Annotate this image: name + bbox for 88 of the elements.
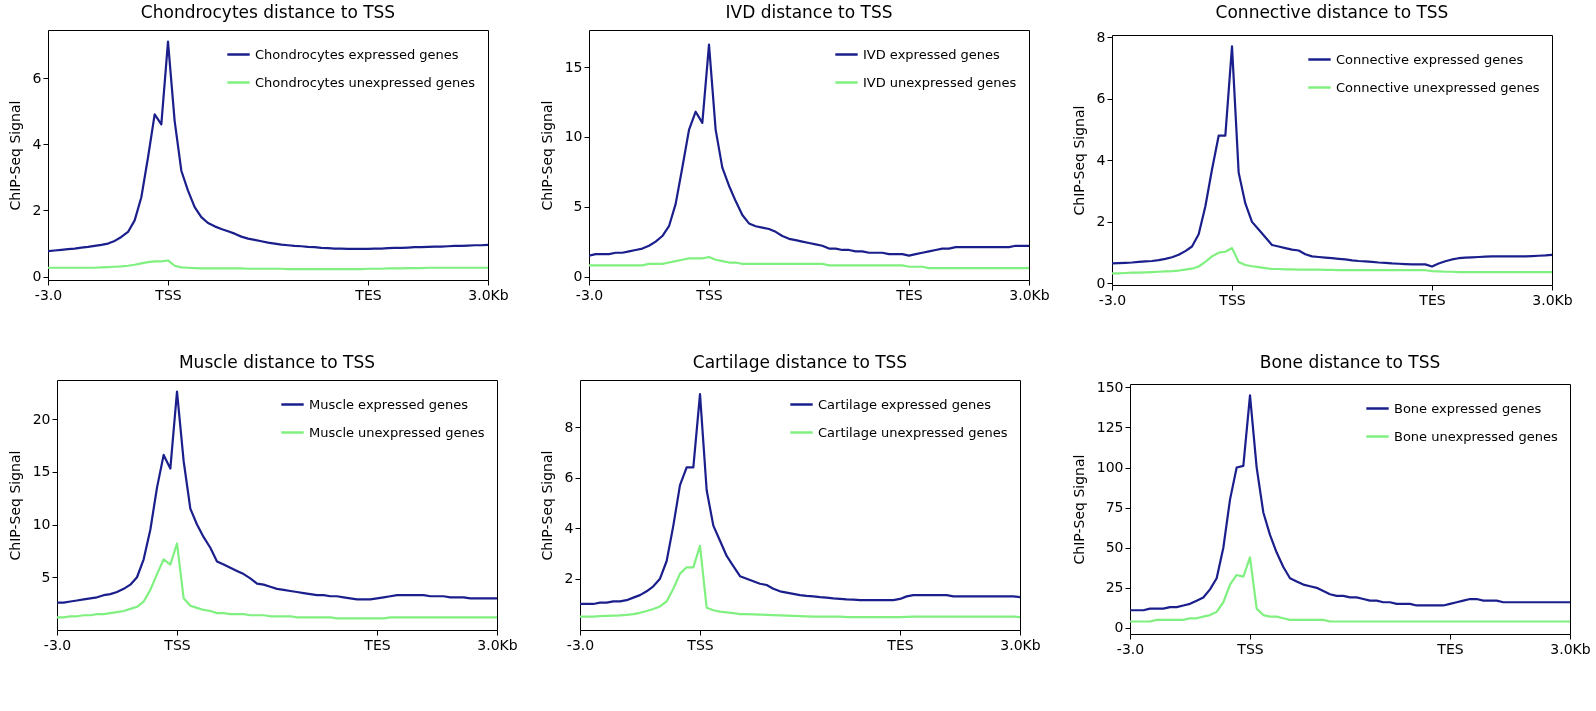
line-series [1112, 246, 1552, 275]
legend-label: Connective expressed genes [1336, 51, 1524, 67]
y-axis-title: ChIP-Seq Signal [1070, 454, 1087, 565]
y-tick-label: 0 [573, 268, 583, 285]
x-tick-label: TES [363, 636, 391, 653]
line-series [57, 542, 497, 620]
y-axis-title: ChIP-Seq Signal [538, 100, 555, 211]
y-tick-label: 6 [564, 469, 574, 486]
x-tick-label: -3.0 [34, 286, 63, 303]
chart-title: Cartilage distance to TSS [692, 352, 908, 372]
x-tick-label: -3.0 [1116, 640, 1145, 657]
legend-label: Chondrocytes unexpressed genes [255, 74, 476, 90]
x-tick-label: TSS [695, 286, 723, 303]
chart-title: Bone distance to TSS [1259, 352, 1441, 373]
x-tick-label: TES [1418, 291, 1446, 308]
line-series [57, 390, 497, 604]
line-series [589, 43, 1029, 257]
line-series [1112, 45, 1552, 268]
x-tick-label: -3.0 [43, 636, 72, 653]
legend-label: Bone expressed genes [1394, 400, 1542, 416]
y-tick-label: 4 [564, 519, 574, 536]
legend-label: Muscle expressed genes [309, 396, 469, 412]
y-tick-label: 15 [32, 463, 51, 480]
y-tick-label: 0 [32, 268, 42, 285]
x-tick-label: 3.0Kb [1009, 286, 1050, 303]
chart-title: IVD distance to TSS [725, 2, 893, 22]
x-tick-label: TSS [1236, 640, 1264, 657]
x-tick-label: TSS [686, 636, 714, 653]
y-tick-label: 50 [1105, 539, 1124, 556]
y-axis-title: ChIP-Seq Signal [6, 450, 23, 561]
y-tick-label: 8 [564, 418, 574, 435]
chart-title: Muscle distance to TSS [178, 352, 376, 372]
legend-label: Cartilage unexpressed genes [818, 424, 1008, 440]
x-tick-label: 3.0Kb [1532, 291, 1573, 308]
chart-title: Chondrocytes distance to TSS [140, 2, 396, 22]
x-tick-label: -3.0 [566, 636, 595, 653]
y-tick-label: 6 [32, 69, 42, 86]
y-tick-label: 5 [573, 198, 583, 215]
y-axis-title: ChIP-Seq Signal [6, 100, 23, 211]
y-axis-title: ChIP-Seq Signal [538, 450, 555, 561]
y-tick-label: 20 [32, 410, 51, 427]
x-tick-label: TES [895, 286, 923, 303]
y-tick-label: 0 [1114, 619, 1124, 636]
y-tick-label: 75 [1105, 499, 1124, 516]
y-tick-label: 2 [564, 570, 574, 587]
y-tick-label: 0 [1096, 274, 1106, 291]
x-tick-label: -3.0 [1098, 291, 1127, 308]
y-tick-label: 6 [1096, 90, 1106, 107]
x-tick-label: TES [886, 636, 914, 653]
x-tick-label: 3.0Kb [1550, 640, 1591, 657]
y-tick-label: 4 [32, 135, 42, 152]
y-tick-label: 8 [1096, 28, 1106, 45]
legend-label: Cartilage expressed genes [818, 396, 992, 412]
x-tick-label: 3.0Kb [477, 636, 518, 653]
y-tick-label: 150 [1096, 378, 1124, 395]
x-tick-label: TSS [154, 286, 182, 303]
legend-label: IVD expressed genes [863, 46, 1001, 62]
x-tick-label: TSS [163, 636, 191, 653]
legend-label: Chondrocytes expressed genes [255, 46, 459, 62]
x-tick-label: TES [1436, 640, 1464, 657]
y-tick-label: 15 [564, 58, 583, 75]
y-tick-label: 2 [32, 201, 42, 218]
line-series [580, 544, 1020, 619]
x-tick-label: 3.0Kb [1000, 636, 1041, 653]
y-tick-label: 25 [1105, 579, 1124, 596]
y-axis-title: ChIP-Seq Signal [1070, 105, 1087, 216]
chart-title: Connective distance to TSS [1215, 2, 1449, 23]
line-series [1130, 394, 1570, 612]
legend-label: Bone unexpressed genes [1394, 428, 1558, 444]
line-series [48, 259, 488, 271]
y-tick-label: 4 [1096, 151, 1106, 168]
legend-label: IVD unexpressed genes [863, 74, 1017, 90]
legend-label: Connective unexpressed genes [1336, 79, 1540, 95]
y-tick-label: 10 [564, 128, 583, 145]
line-series [589, 255, 1029, 270]
y-tick-label: 2 [1096, 213, 1106, 230]
x-tick-label: -3.0 [575, 286, 604, 303]
y-tick-label: 5 [41, 568, 51, 585]
y-tick-label: 100 [1096, 459, 1124, 476]
line-series [580, 393, 1020, 606]
legend-label: Muscle unexpressed genes [309, 424, 485, 440]
y-tick-label: 125 [1096, 418, 1124, 435]
x-tick-label: TES [354, 286, 382, 303]
line-series [48, 40, 488, 253]
x-tick-label: TSS [1218, 291, 1246, 308]
y-tick-label: 10 [32, 516, 51, 533]
x-tick-label: 3.0Kb [468, 286, 509, 303]
line-series [1130, 556, 1570, 623]
